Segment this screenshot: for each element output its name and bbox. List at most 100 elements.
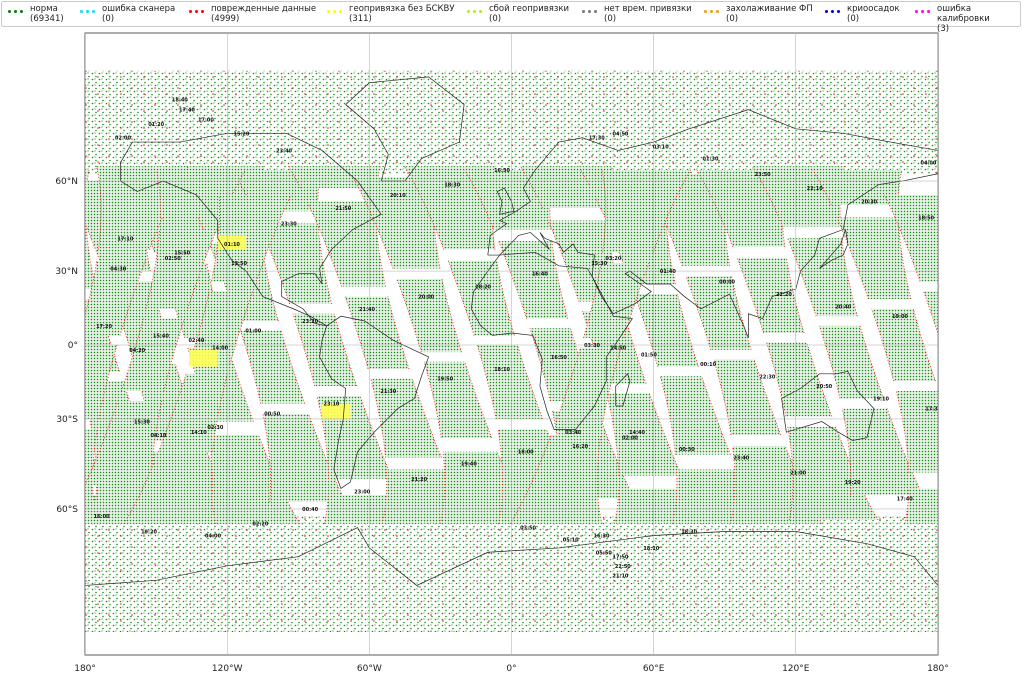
swath-time-label: 04:10 <box>151 433 167 439</box>
swath-time-label: 18:30 <box>681 529 697 535</box>
swath-edge-damaged <box>818 325 841 399</box>
swath-edge-damaged <box>497 429 504 524</box>
swath-edge-damaged <box>613 488 620 524</box>
swath-time-label: 20:00 <box>418 295 434 301</box>
swath-edge-damaged <box>229 291 254 365</box>
swath-time-label: 14:40 <box>629 430 645 436</box>
swath-edge-damaged <box>306 201 342 287</box>
swath-edge-damaged <box>806 342 833 417</box>
swath-edge-damaged <box>841 238 858 317</box>
swath-time-label: 01:40 <box>660 269 676 275</box>
swath-time-label: 15:20 <box>233 131 249 137</box>
swath-edge-damaged <box>491 166 497 250</box>
legend-label: сбой геопривязки <box>489 4 570 14</box>
legend-entry: нет врем. привязки (0) <box>582 4 692 24</box>
swath-time-label: 15:30 <box>591 261 607 267</box>
swath-segment <box>0 166 32 214</box>
swath-time-label: 17:50 <box>613 555 629 561</box>
swath-edge-damaged <box>56 299 79 371</box>
swath-segment <box>448 260 515 336</box>
legend-marker <box>189 10 207 14</box>
swath-segment <box>884 194 938 282</box>
x-tick-label: 60°E <box>643 664 665 674</box>
swath-edge-damaged <box>835 426 879 521</box>
swath-edge-damaged <box>316 395 330 479</box>
swath-edge-damaged <box>317 223 333 305</box>
swath-time-label: 19:00 <box>892 314 908 320</box>
swath-time-label: 16:20 <box>572 444 588 450</box>
swath-edge-damaged <box>308 413 347 503</box>
swath-edge-damaged <box>967 292 988 365</box>
swath-segment <box>262 413 346 502</box>
swath-edge-damaged <box>476 344 497 420</box>
swath-edge-damaged <box>262 413 272 502</box>
x-tick-label: 120°W <box>212 664 243 674</box>
swath-edge-damaged <box>344 296 369 370</box>
swath-time-label: 22:50 <box>615 564 631 570</box>
swath-time-label: 18:50 <box>918 215 934 221</box>
swath-edge-damaged <box>163 318 185 392</box>
swath-time-label: 00:00 <box>719 279 735 285</box>
swath-time-label: 20:40 <box>835 304 851 310</box>
swath-edge-damaged <box>509 434 552 524</box>
swath-time-label: 01:10 <box>224 242 240 248</box>
legend-count: (0) <box>604 14 617 24</box>
swath-time-label: 04:00 <box>920 160 936 166</box>
swath-edge-damaged <box>19 205 53 289</box>
swath-edge-damaged <box>912 308 936 382</box>
swath-time-label: 04:20 <box>129 348 145 354</box>
swath-segment <box>404 166 497 250</box>
swath-edge-damaged <box>207 434 214 524</box>
swath-time-label: 04:50 <box>613 131 629 137</box>
legend-count: (0) <box>847 14 860 24</box>
legend-label: поврежденные данные <box>211 4 317 14</box>
swath-edge-damaged <box>583 263 602 338</box>
swath-edge-damaged <box>85 260 98 318</box>
swath-edge-damaged <box>923 291 938 336</box>
swath-time-label: 20:10 <box>390 193 406 199</box>
swath-time-label: 17:30 <box>589 136 605 142</box>
swath-segment <box>292 313 357 387</box>
swath-time-label: 03:10 <box>653 144 669 150</box>
swath-time-label: 18:10 <box>494 367 510 373</box>
swath-edge-damaged <box>145 229 161 309</box>
swath-time-label: 18:00 <box>518 450 534 456</box>
legend-count: (3) <box>937 24 950 34</box>
swath-edge-damaged <box>685 276 712 350</box>
swath-time-label: 02:50 <box>165 256 181 262</box>
swath-edge-damaged <box>6 430 49 524</box>
swath-time-label: 15:40 <box>153 333 169 339</box>
legend-label: ошибка калибровки <box>937 4 990 24</box>
swath-time-label: 00:40 <box>302 507 318 513</box>
x-tick-label: 60°W <box>357 664 382 674</box>
swath-segment <box>158 373 228 452</box>
legend-count: (0) <box>726 14 739 24</box>
swath-edge-damaged <box>221 169 246 218</box>
swath-time-label: 02:00 <box>115 136 131 142</box>
swath-edge-damaged <box>570 328 595 402</box>
legend-count: (69341) <box>30 14 64 24</box>
legend-marker <box>327 10 345 14</box>
swath-time-label: 18:10 <box>643 546 659 552</box>
legend-marker <box>915 10 933 14</box>
swath-edge-damaged <box>27 398 38 482</box>
swath-time-label: 17:20 <box>96 324 112 330</box>
swath-segment <box>713 359 781 435</box>
swath-time-label: 20:50 <box>816 384 832 390</box>
y-tick-label: 0° <box>68 341 78 351</box>
swath-time-label: 23:40 <box>733 456 749 462</box>
swath-time-label: 16:00 <box>94 514 110 520</box>
x-tick-label: 120°E <box>782 664 810 674</box>
coastline-north-america <box>120 132 382 327</box>
legend-marker <box>704 10 722 14</box>
swath-edge-damaged <box>34 495 38 524</box>
swath-edge-damaged <box>359 395 394 479</box>
coastline-greenland <box>345 76 465 182</box>
swath-time-label: 23:10 <box>323 401 339 407</box>
coastline-great-britain <box>496 187 515 215</box>
swath-edge-damaged <box>956 195 965 282</box>
swath-edge-damaged <box>963 463 967 523</box>
swath-time-label: 19:50 <box>437 377 453 383</box>
swath-edge-damaged <box>352 177 394 269</box>
legend-count: (311) <box>349 14 372 24</box>
